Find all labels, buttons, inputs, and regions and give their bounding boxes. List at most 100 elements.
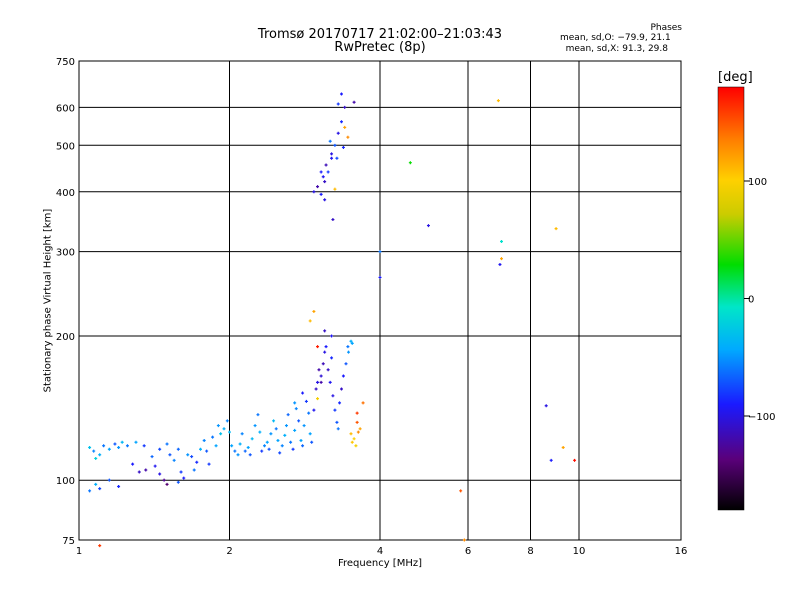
data-point: [352, 437, 356, 441]
x-tick-label: 4: [377, 546, 383, 557]
data-point: [92, 449, 96, 453]
data-point: [228, 430, 231, 434]
data-point: [125, 444, 129, 448]
data-point: [354, 444, 358, 448]
data-point: [321, 175, 325, 179]
data-point: [336, 131, 340, 135]
data-point: [240, 432, 244, 436]
data-point: [339, 92, 343, 96]
data-point: [238, 442, 242, 446]
data-point: [312, 408, 316, 412]
data-point: [98, 487, 102, 491]
data-point: [293, 401, 297, 405]
y-tick-label: 200: [56, 332, 75, 343]
phase-box-x-mode: mean, sd,X: 91.3, 29.8: [565, 44, 668, 54]
data-point: [233, 449, 237, 453]
data-point: [331, 218, 335, 222]
data-point: [378, 250, 382, 254]
data-point: [352, 100, 356, 104]
data-point: [336, 102, 340, 106]
data-point: [554, 227, 558, 231]
data-point: [346, 135, 350, 139]
data-point: [98, 453, 102, 457]
data-point: [302, 424, 306, 428]
data-point: [323, 350, 327, 354]
data-point: [339, 120, 343, 124]
data-point: [283, 433, 287, 437]
data-point: [107, 478, 111, 482]
y-tick-label: 600: [56, 103, 75, 114]
data-point: [341, 374, 345, 378]
chart-title-line-2: RwPretec (8p): [334, 40, 426, 55]
x-tick-label: 8: [527, 546, 533, 557]
data-point: [321, 362, 325, 366]
data-point: [250, 437, 254, 441]
data-point: [258, 430, 262, 434]
scatter-points: [88, 92, 577, 548]
data-point: [323, 198, 327, 202]
data-point: [335, 156, 339, 160]
colorbar-tick-label: 100: [748, 177, 767, 188]
data-point: [426, 224, 430, 228]
data-point: [263, 444, 267, 448]
data-point: [316, 345, 320, 349]
data-point: [199, 447, 203, 451]
data-point: [278, 451, 282, 455]
data-point: [314, 387, 318, 391]
data-point: [408, 161, 412, 165]
data-point: [341, 145, 345, 149]
data-point: [158, 472, 162, 476]
data-point: [272, 419, 276, 423]
phase-box-title: Phases: [650, 23, 682, 33]
data-point: [324, 163, 328, 167]
data-point: [267, 447, 271, 451]
data-point: [459, 489, 463, 493]
data-point: [378, 275, 382, 279]
data-point: [113, 442, 117, 446]
data-point: [335, 420, 339, 424]
data-point: [330, 334, 334, 338]
data-point: [225, 419, 229, 423]
data-point: [269, 432, 273, 436]
data-point: [117, 484, 121, 488]
colorbar-ticks: 100 0 −100: [744, 177, 775, 423]
data-point: [349, 432, 353, 436]
data-point: [297, 419, 301, 423]
x-axis-label: Frequency [MHz]: [337, 558, 423, 569]
data-point: [284, 424, 288, 428]
data-point: [94, 456, 98, 460]
plot-frame: [78, 60, 682, 541]
data-point: [253, 424, 257, 428]
data-point: [344, 362, 348, 366]
data-point: [230, 444, 234, 448]
data-point: [331, 394, 335, 398]
colorbar: [717, 86, 745, 511]
y-axis-ticks: 75 100 200 300 400 500 600 750: [56, 57, 75, 547]
x-axis-ticks: 1 2 4 6 8 10 16: [76, 546, 688, 557]
data-point: [316, 397, 320, 401]
data-point: [286, 413, 290, 417]
data-point: [333, 143, 337, 147]
data-point: [350, 341, 354, 345]
data-point: [214, 444, 218, 448]
data-point: [328, 139, 332, 143]
y-tick-label: 500: [56, 141, 75, 152]
y-tick-label: 750: [56, 57, 75, 68]
data-point: [260, 449, 264, 453]
data-point: [326, 368, 330, 372]
data-point: [186, 453, 190, 457]
data-point: [134, 440, 138, 444]
data-point: [301, 444, 305, 448]
data-point: [561, 445, 565, 449]
data-point: [336, 427, 340, 431]
data-point: [168, 453, 172, 457]
data-point: [355, 411, 359, 415]
data-point: [236, 453, 240, 457]
data-point: [137, 470, 141, 474]
data-point: [573, 458, 577, 462]
data-point: [330, 152, 334, 156]
data-point: [319, 170, 323, 174]
data-point: [131, 462, 135, 466]
data-point: [165, 442, 169, 446]
data-point: [355, 420, 359, 424]
